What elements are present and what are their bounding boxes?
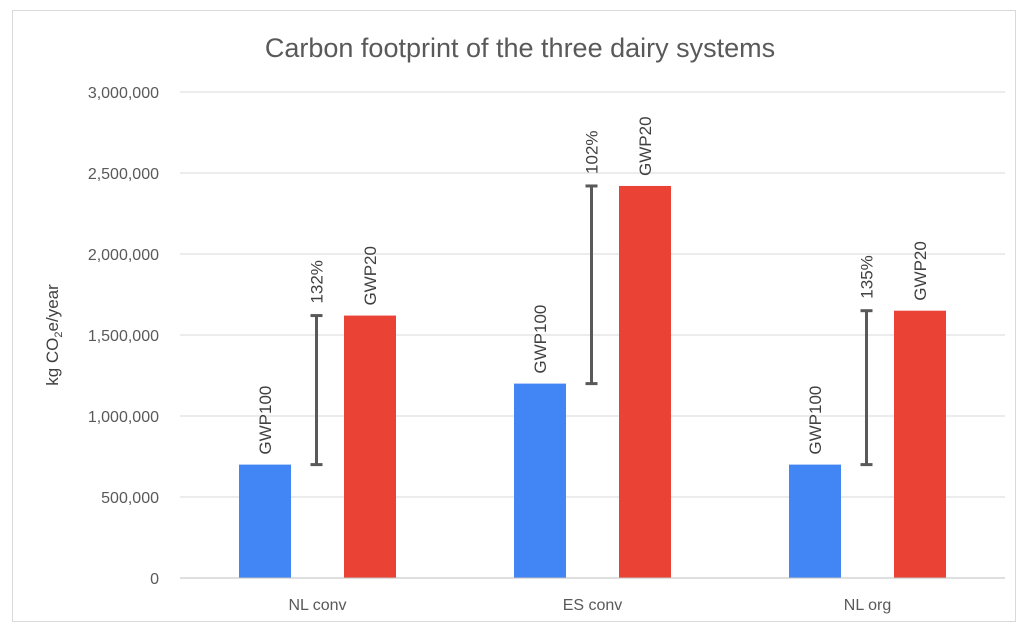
y-axis-title: kg CO2e/year [43,284,65,386]
bar-label: GWP100 [806,386,825,455]
bar-label: GWP20 [361,246,380,306]
difference-percent-label: 102% [583,130,602,173]
y-tick-label: 1,500,000 [88,328,159,345]
bar-label: GWP100 [256,386,275,455]
bar-gwp100-nl-conv [239,464,291,578]
bar-gwp20-es-conv [619,185,671,578]
bar-label: GWP20 [636,116,655,176]
y-tick-label: 2,500,000 [88,166,159,183]
bar-gwp20-nl-conv [344,315,396,578]
y-tick-labels: 0 500,000 1,000,000 1,500,000 2,000,000 2,500… [88,85,159,588]
bar-label: GWP100 [531,305,550,374]
difference-percent-label: 135% [858,255,877,298]
difference-markers: 132% 102% 135% [308,130,877,467]
bars: GWP100 GWP20 GWP100 GWP20 GWP100 GWP20 [239,116,946,578]
y-tick-label: 2,000,000 [88,247,159,264]
bar-gwp100-nl-org [789,464,841,578]
bar-gwp100-es-conv [514,383,566,578]
chart-title: Carbon footprint of the three dairy syst… [265,33,775,63]
x-tick-label: NL conv [288,597,346,614]
y-tick-label: 0 [150,571,159,588]
x-tick-label: NL org [844,597,891,614]
y-axis-title-sub: 2 [53,331,65,337]
y-tick-label: 3,000,000 [88,85,159,102]
x-tick-labels: NL conv ES conv NL org [288,597,891,614]
y-tick-label: 1,000,000 [88,409,159,426]
bar-label: GWP20 [911,241,930,301]
y-tick-label: 500,000 [101,490,159,507]
bar-gwp20-nl-org [894,310,946,578]
difference-percent-label: 132% [308,260,327,303]
y-axis-title-post: e/year [43,284,62,332]
y-axis-title-pre: kg CO [43,338,62,386]
x-tick-label: ES conv [563,597,623,614]
